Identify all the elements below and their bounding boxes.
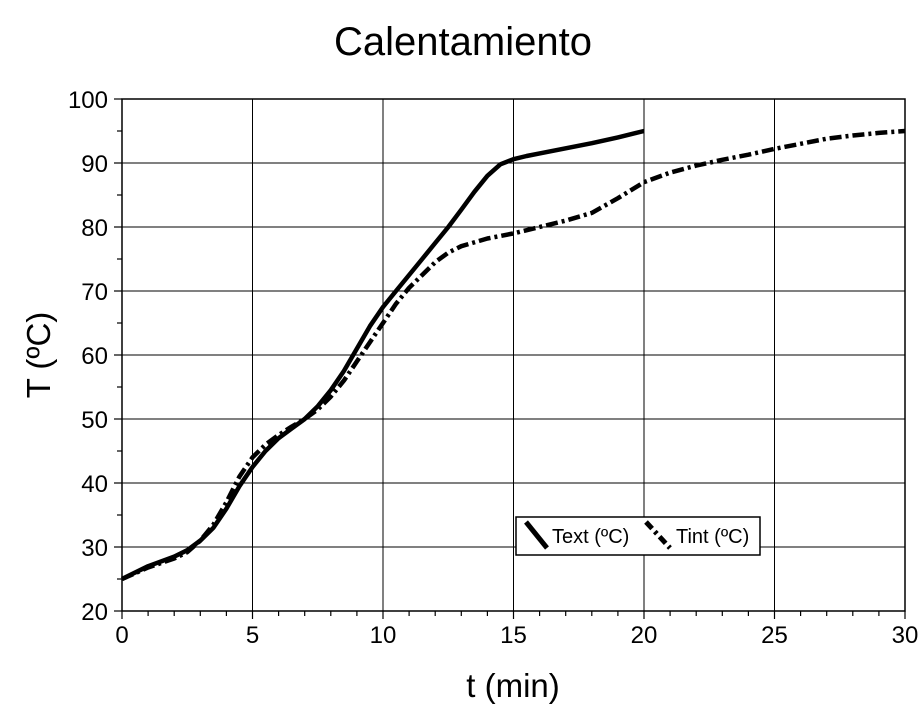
- y-tick-label: 50: [81, 407, 108, 434]
- x-tick-label: 0: [115, 622, 128, 649]
- grid: [122, 99, 905, 611]
- y-tick-label: 80: [81, 215, 108, 242]
- y-tick-label: 90: [81, 151, 108, 178]
- y-tick-label: 30: [81, 535, 108, 562]
- series-group: [121, 128, 906, 582]
- y-tick-label: 20: [81, 599, 108, 626]
- y-tick-label: 60: [81, 343, 108, 370]
- chart-title: Calentamiento: [334, 20, 592, 64]
- series-line-text: [121, 128, 645, 582]
- legend-swatch-text: [524, 520, 549, 550]
- x-tick-label: 15: [500, 622, 527, 649]
- x-tick-label: 30: [892, 622, 919, 649]
- legend-label-text: Text (ºC): [552, 526, 629, 548]
- x-axis-title: t (min): [466, 667, 560, 704]
- legend-swatch-tint: [644, 520, 672, 550]
- y-tick-label: 70: [81, 279, 108, 306]
- y-tick-label: 100: [68, 87, 108, 114]
- x-tick-label: 5: [246, 622, 259, 649]
- y-tick-label: 40: [81, 471, 108, 498]
- axis-ticks: 0 5 10 15 20 25 30 20 30 40 50 60 70 80 90 100: [68, 87, 918, 649]
- x-tick-label: 25: [761, 622, 788, 649]
- y-axis-title: T (ºC): [20, 312, 57, 399]
- x-tick-label: 10: [370, 622, 397, 649]
- series-line-tint: [121, 128, 906, 582]
- x-tick-label: 20: [631, 622, 658, 649]
- legend: Text (ºC) Tint (ºC): [515, 516, 761, 556]
- legend-box: [515, 516, 761, 556]
- legend-label-tint: Tint (ºC): [676, 526, 749, 548]
